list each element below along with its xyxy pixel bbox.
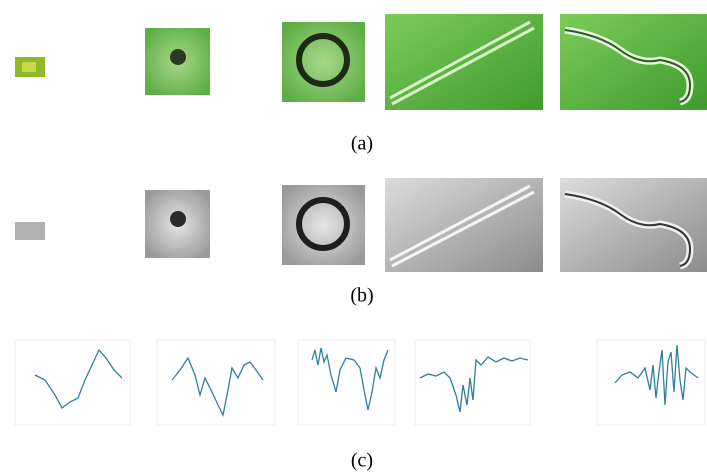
image-detail (22, 62, 36, 72)
plot-frame (15, 340, 130, 425)
panel-label: (a) (351, 133, 373, 155)
plot-frame (157, 340, 275, 425)
row-c-plots (15, 340, 705, 425)
row-a-images (15, 14, 707, 110)
image (15, 222, 45, 240)
row-b-images (15, 178, 707, 272)
panel-label: (c) (351, 450, 373, 472)
panel-label: (b) (350, 285, 373, 307)
figure: (a) (b) (c) (0, 0, 707, 474)
image-detail (170, 211, 186, 227)
plot-frame (298, 340, 395, 425)
image (282, 185, 365, 265)
plot-frame (415, 340, 530, 425)
image-detail (170, 49, 186, 65)
